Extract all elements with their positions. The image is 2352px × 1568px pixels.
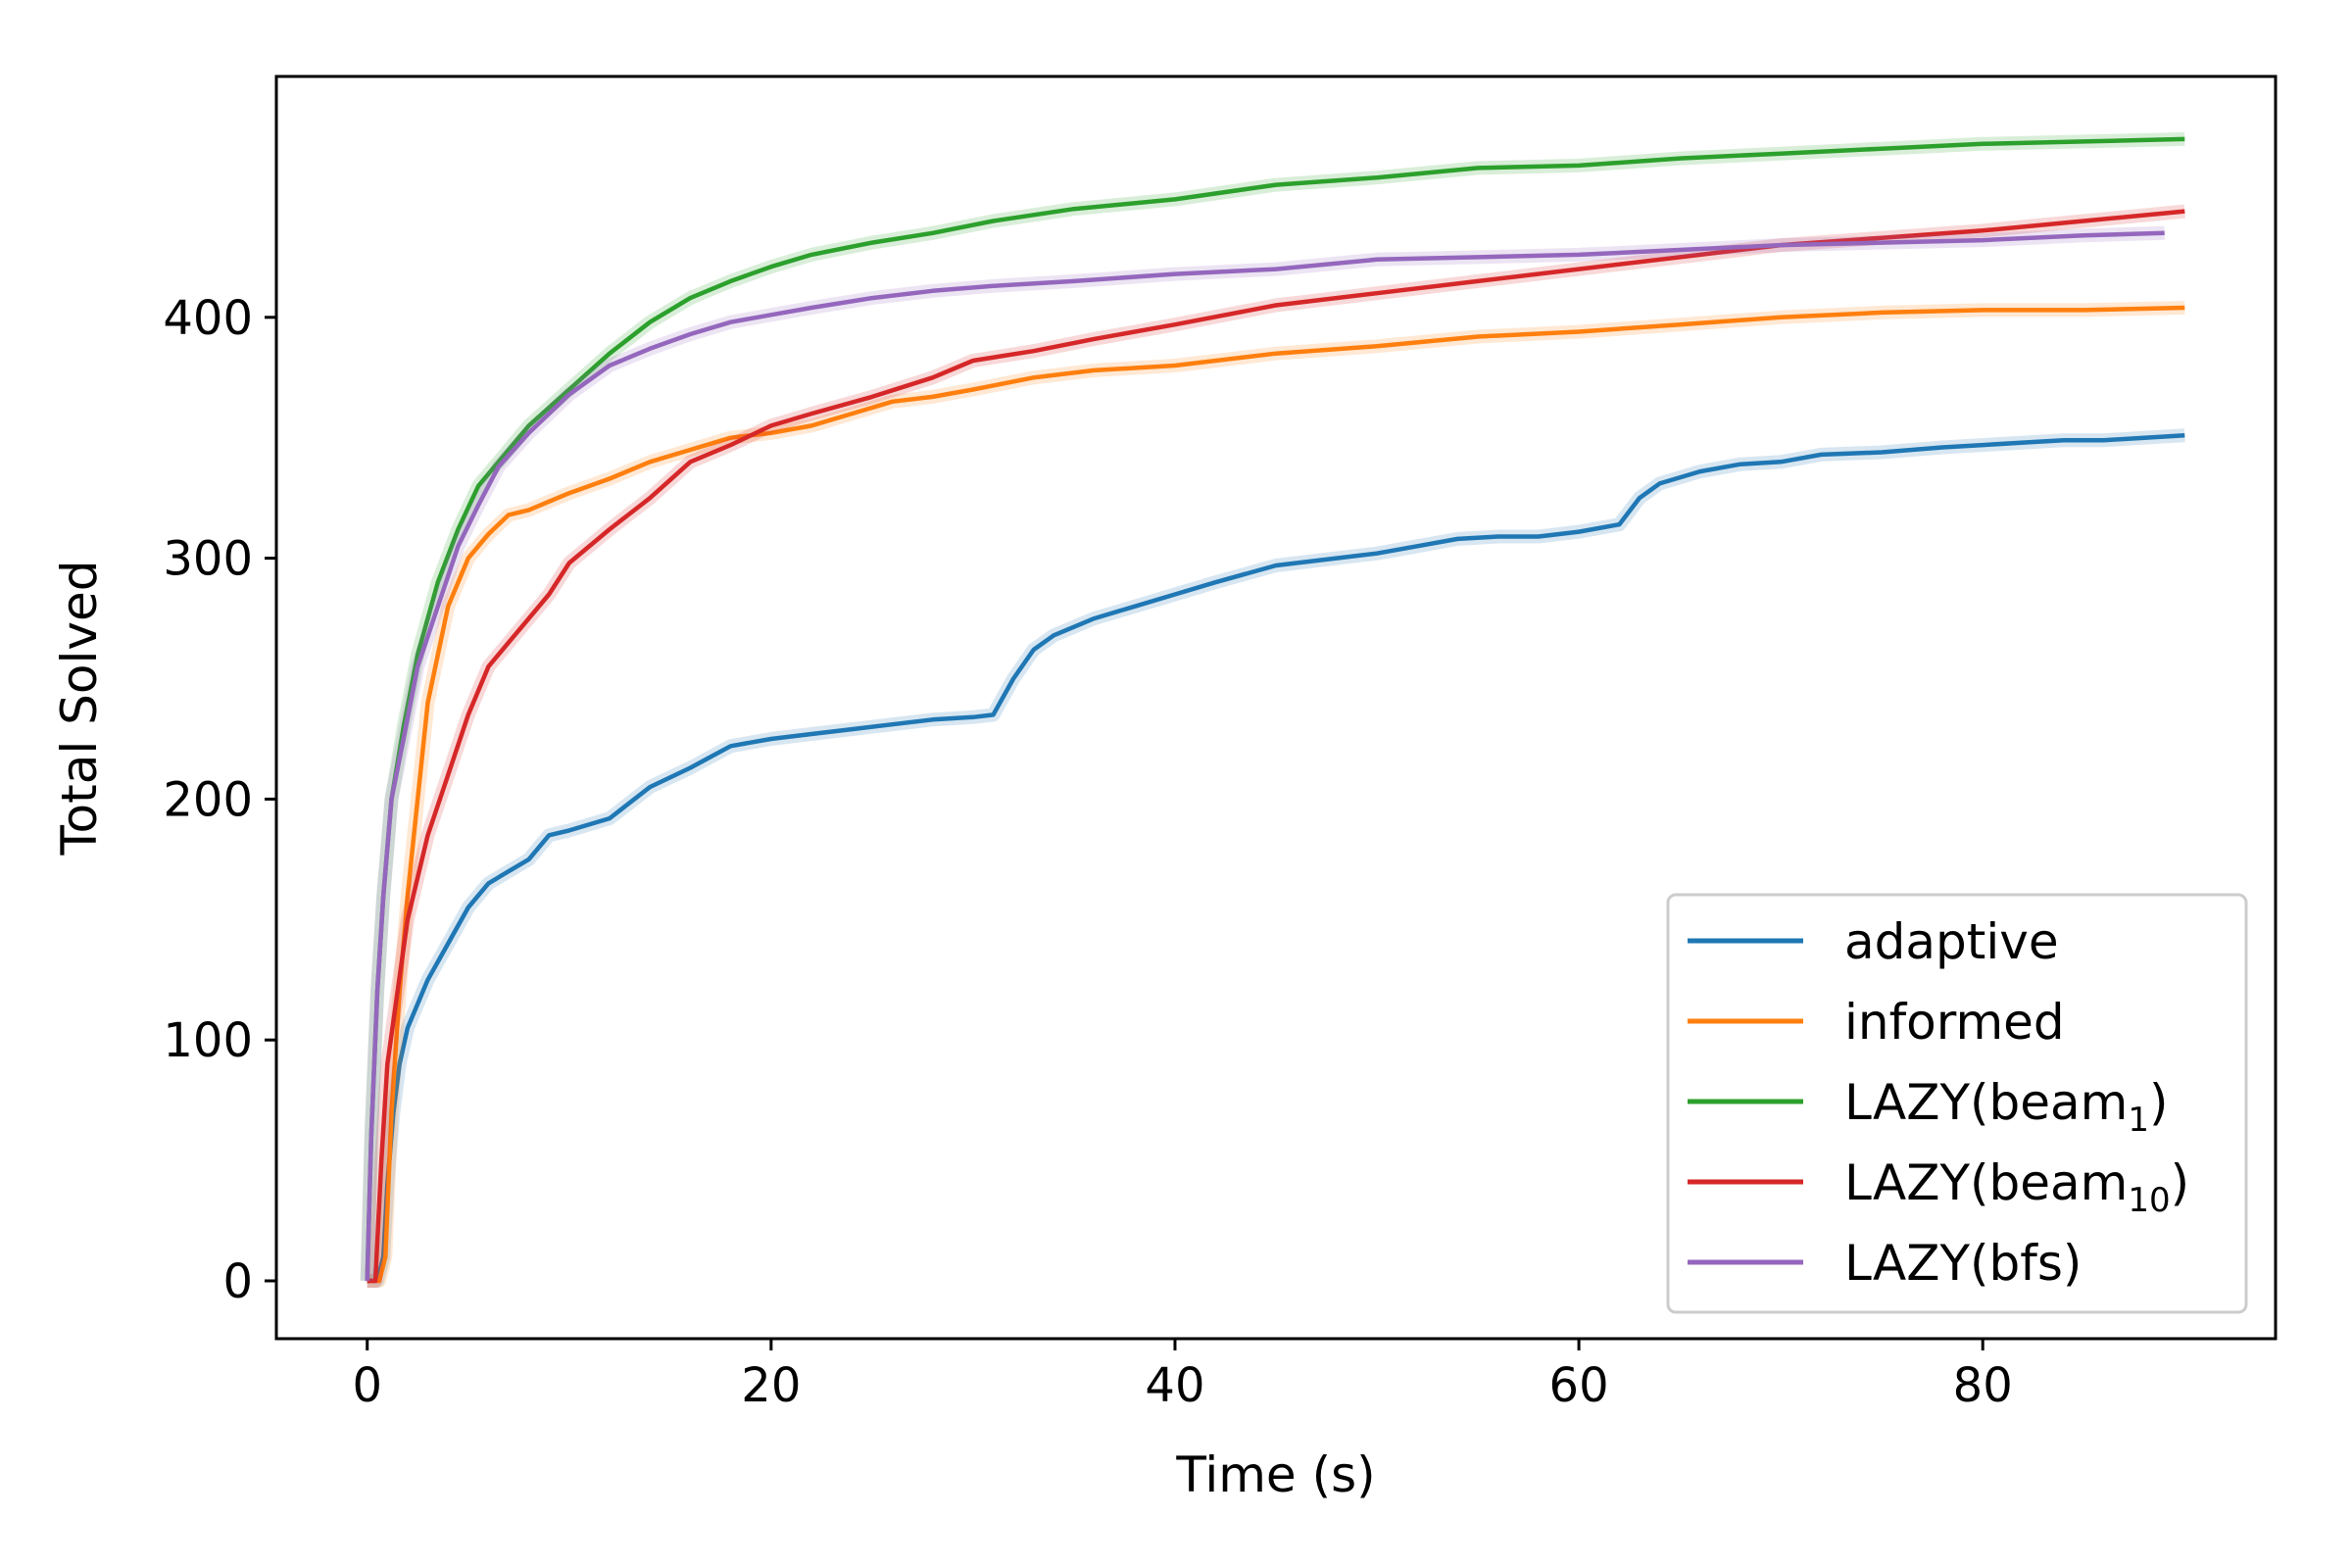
y-tick-label: 0 xyxy=(222,1254,253,1309)
x-tick-label: 20 xyxy=(741,1358,801,1413)
x-tick-label: 60 xyxy=(1549,1358,1609,1413)
legend-label: LAZY(bfs) xyxy=(1844,1235,2082,1292)
series-lazy-beam10-line xyxy=(367,209,2185,1284)
y-axis: 0 100 200 300 400 xyxy=(163,291,276,1309)
series-lazy-bfs-line xyxy=(365,230,2165,1282)
x-tick-label: 40 xyxy=(1145,1358,1204,1413)
y-tick-label: 300 xyxy=(163,532,253,587)
series-layer xyxy=(360,131,2185,1288)
series-informed-line xyxy=(367,305,2185,1284)
x-axis-label: Time (s) xyxy=(1175,1446,1375,1503)
legend-label: adaptive xyxy=(1844,913,2059,970)
x-tick-label: 0 xyxy=(352,1358,382,1413)
y-tick-label: 200 xyxy=(163,772,253,827)
x-tick-label: 80 xyxy=(1953,1358,2013,1413)
x-axis: 0 20 40 60 80 xyxy=(352,1339,2013,1413)
legend: adaptiveinformedLAZY(beam1)LAZY(beam10)L… xyxy=(1666,893,2248,1314)
legend-label: informed xyxy=(1844,994,2065,1051)
series-lazy-beam1-line xyxy=(365,136,2185,1282)
y-axis-label: Total Solved xyxy=(51,561,108,857)
legend-label: LAZY(beam1) xyxy=(1844,1074,2169,1140)
y-tick-label: 100 xyxy=(163,1013,253,1068)
y-tick-label: 400 xyxy=(163,291,253,346)
plot-frame xyxy=(274,74,2278,1341)
series-adaptive-line xyxy=(367,432,2185,1284)
legend-box xyxy=(1666,893,2248,1314)
